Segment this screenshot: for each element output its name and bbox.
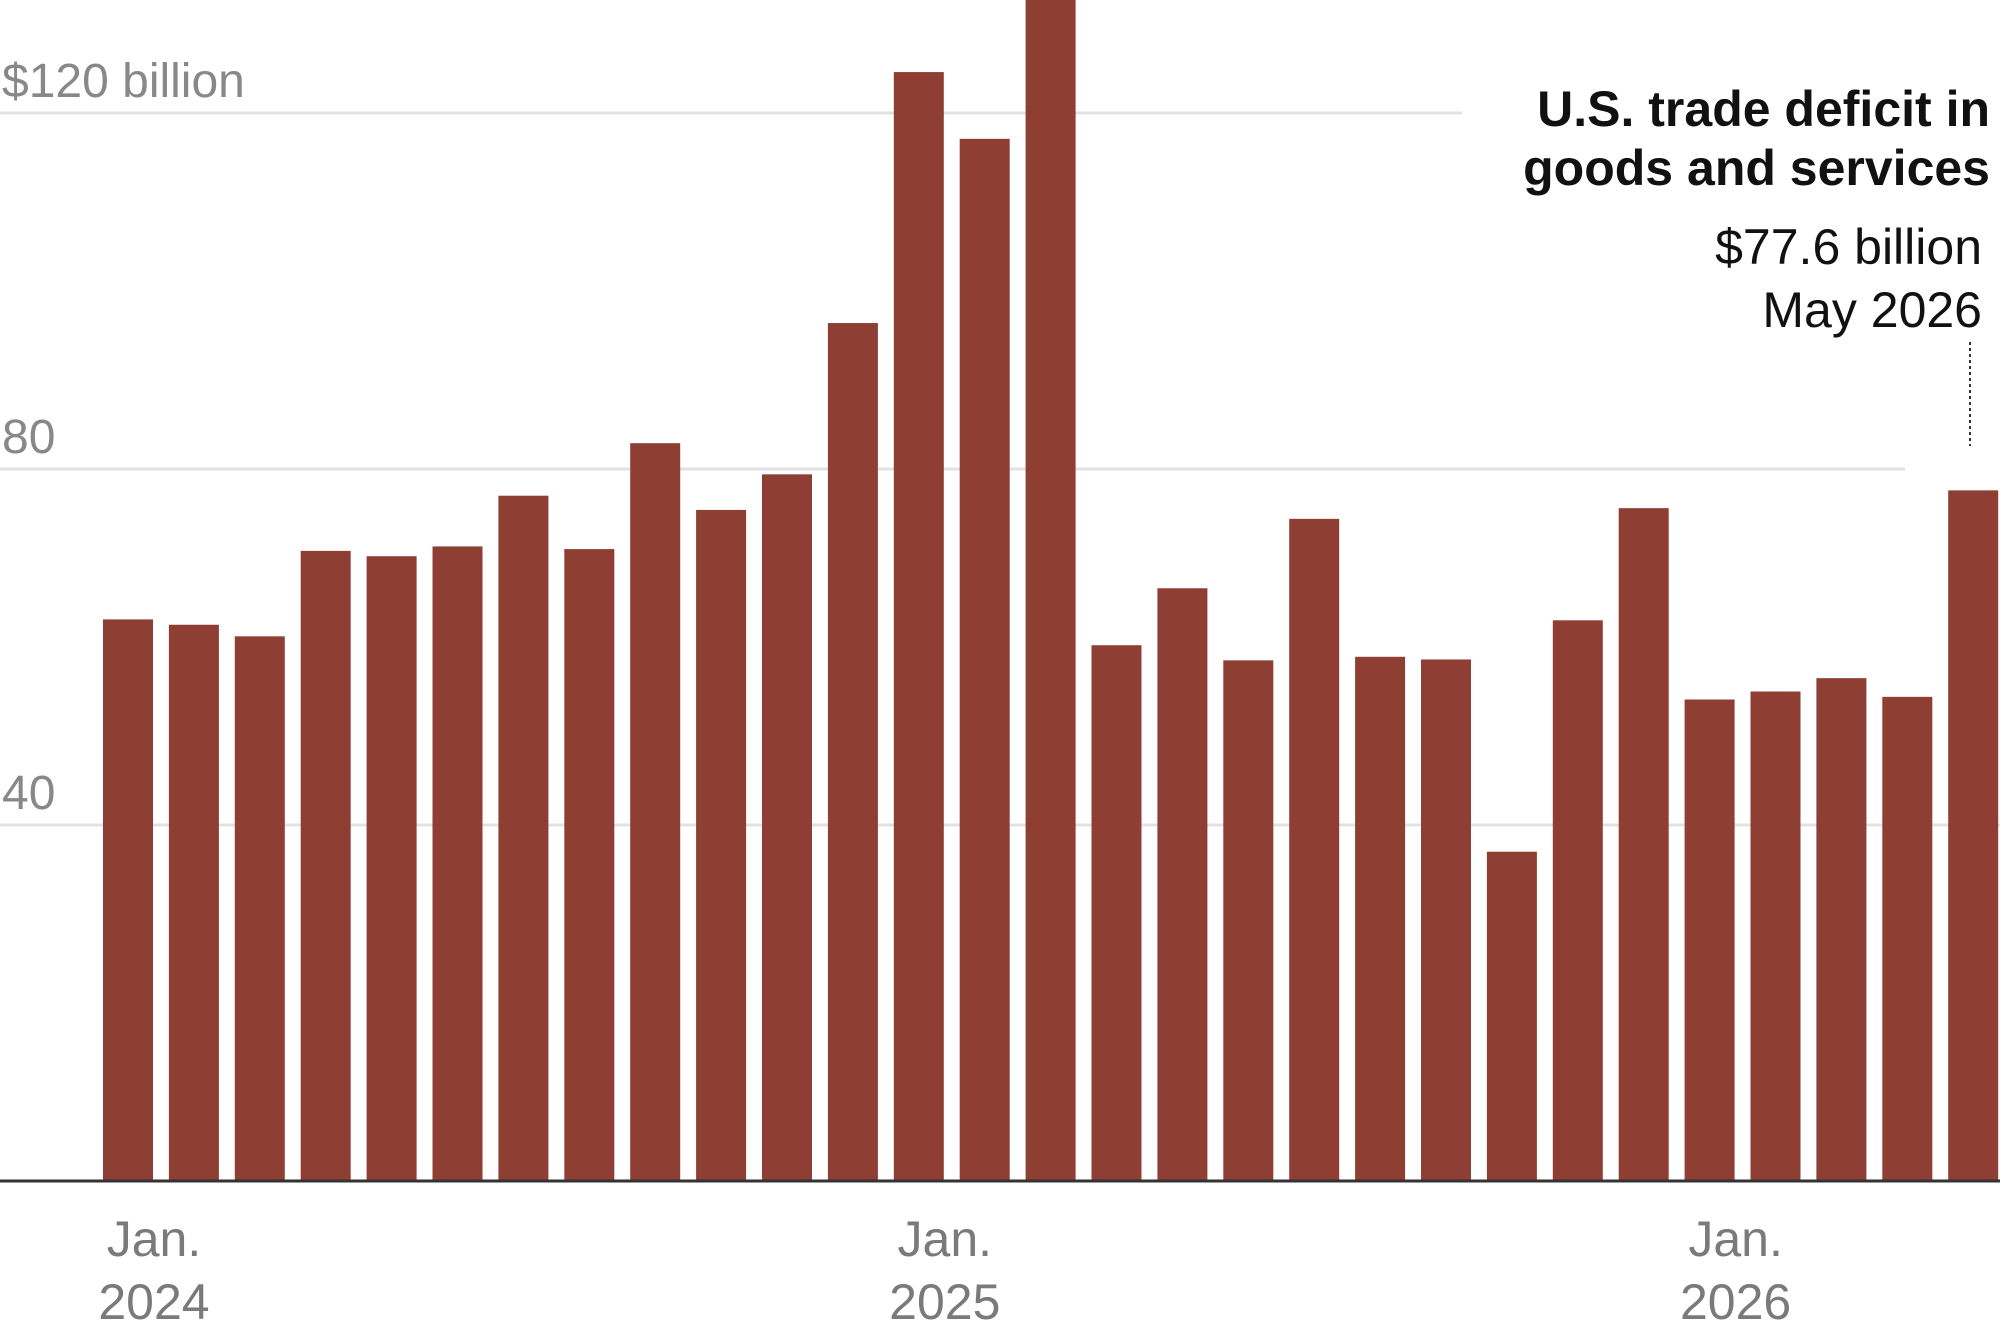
bar [1421,659,1471,1181]
bar [1552,620,1603,1181]
bar [893,72,944,1181]
bar [234,636,285,1181]
bar [1816,678,1867,1181]
annotation-date: May 2026 [1762,282,1982,338]
bars [103,0,1999,1182]
latest-value-annotation: $77.6 billion May 2026 [1715,219,1982,446]
bar [300,550,351,1181]
bar [1882,696,1933,1181]
bar [1157,588,1208,1181]
bar [696,509,747,1181]
bar [168,624,219,1181]
bar [1091,645,1142,1181]
bar [1223,660,1274,1181]
bar [564,549,615,1181]
x-tick-month: Jan. [898,1211,993,1267]
bar [1025,0,1076,1181]
bar [103,619,153,1181]
bar [1684,699,1735,1181]
x-axis-ticks: Jan. 2024 Jan. 2025 Jan. 2026 [98,1211,1791,1330]
bar [762,474,812,1182]
chart-title: U.S. trade deficit in goods and services [1523,81,1990,196]
bar [630,443,681,1181]
x-tick-year: 2024 [98,1274,209,1330]
bar [366,556,417,1181]
bar [1289,518,1340,1181]
y-axis-ticks: $120 billion 80 40 [2,55,245,820]
x-tick-year: 2026 [1680,1274,1791,1330]
y-tick-label: 40 [2,767,55,820]
y-tick-label: $120 billion [2,55,245,108]
title-line-2: goods and services [1523,140,1990,196]
x-tick-month: Jan. [107,1211,202,1267]
y-tick-label: 80 [2,411,55,464]
bar [1355,656,1406,1181]
annotation-value: $77.6 billion [1715,219,1982,275]
x-tick-month: Jan. [1688,1211,1783,1267]
title-line-1: U.S. trade deficit in [1537,81,1990,137]
bar [1618,508,1669,1181]
bar [1486,851,1537,1181]
bar [1750,691,1801,1181]
bar [959,138,1010,1181]
bar [1948,490,1999,1181]
x-tick-year: 2025 [889,1274,1000,1330]
bar [827,323,878,1181]
bar [432,546,483,1181]
bar [498,495,549,1181]
